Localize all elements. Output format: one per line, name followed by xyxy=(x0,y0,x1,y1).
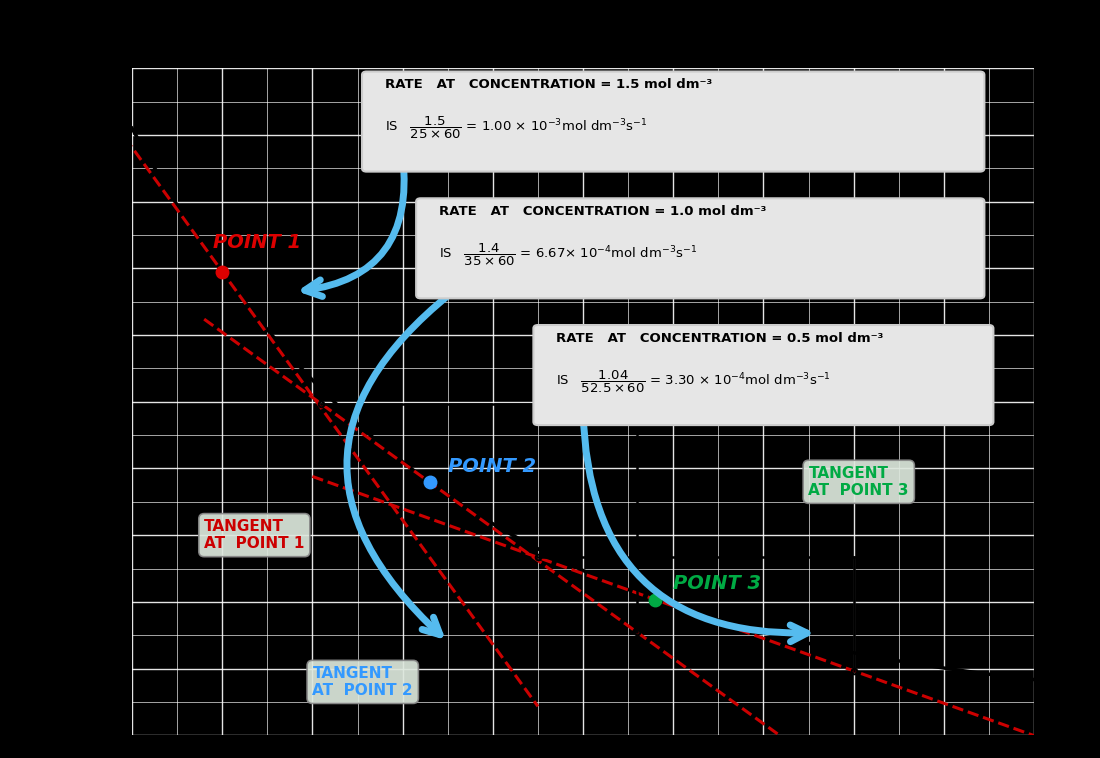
Text: RATE   AT   CONCENTRATION = 1.0 mol dm⁻³: RATE AT CONCENTRATION = 1.0 mol dm⁻³ xyxy=(439,205,766,218)
FancyBboxPatch shape xyxy=(362,71,984,171)
Text: IS   $\dfrac{1.04}{52.5\times60}$ = 3.30 × 10$^{-4}$mol dm$^{-3}$s$^{-1}$: IS $\dfrac{1.04}{52.5\times60}$ = 3.30 ×… xyxy=(556,368,830,395)
FancyBboxPatch shape xyxy=(416,199,984,299)
Text: TANGENT
AT  POINT 3: TANGENT AT POINT 3 xyxy=(808,465,909,498)
Text: POINT 2: POINT 2 xyxy=(448,456,536,475)
Text: RATE   AT   CONCENTRATION = 0.5 mol dm⁻³: RATE AT CONCENTRATION = 0.5 mol dm⁻³ xyxy=(556,332,883,345)
Text: IS   $\dfrac{1.4}{35\times60}$ = 6.67× 10$^{-4}$mol dm$^{-3}$s$^{-1}$: IS $\dfrac{1.4}{35\times60}$ = 6.67× 10$… xyxy=(439,242,696,268)
Text: POINT 1: POINT 1 xyxy=(213,233,301,252)
Text: RATE   AT   CONCENTRATION = 1.5 mol dm⁻³: RATE AT CONCENTRATION = 1.5 mol dm⁻³ xyxy=(385,78,712,92)
Text: TANGENT
AT  POINT 2: TANGENT AT POINT 2 xyxy=(312,666,412,698)
Text: TANGENT
AT  POINT 1: TANGENT AT POINT 1 xyxy=(205,519,305,551)
Text: POINT 3: POINT 3 xyxy=(673,574,761,593)
Text: IS   $\dfrac{1.5}{25\times60}$ = 1.00 × 10$^{-3}$mol dm$^{-3}$s$^{-1}$: IS $\dfrac{1.5}{25\times60}$ = 1.00 × 10… xyxy=(385,115,647,141)
FancyBboxPatch shape xyxy=(534,325,993,425)
